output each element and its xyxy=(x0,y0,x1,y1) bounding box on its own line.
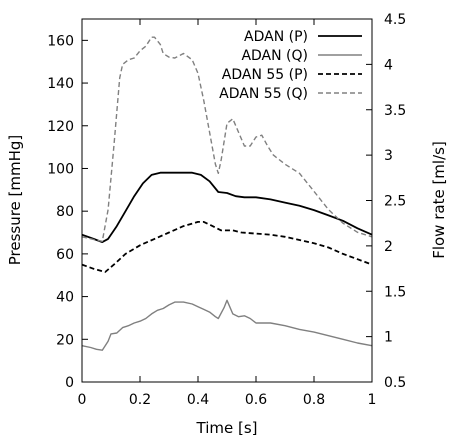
x-axis-title: Time [s] xyxy=(196,419,258,437)
y2-tick-label: 1.5 xyxy=(384,284,406,300)
series-line-1 xyxy=(81,171,373,244)
x-tick-label: 1 xyxy=(368,392,377,408)
axis-ticks: 0 0.2 0.4 0.6 0.8 1 0 20 40 60 80 100 120 140 160 0.5 1 1… xyxy=(47,12,406,408)
y2-tick-label: 0.5 xyxy=(384,375,406,391)
plot-area xyxy=(81,36,373,351)
y-tick-label: 40 xyxy=(56,290,74,306)
y2-tick-label: 3.5 xyxy=(384,103,406,119)
x-tick-label: 0.4 xyxy=(187,392,209,408)
y-tick-label: 0 xyxy=(65,375,74,391)
series-line-2 xyxy=(81,299,373,351)
legend-label: ADAN 55 (Q) xyxy=(219,86,308,102)
legend-label: ADAN 55 (P) xyxy=(222,67,308,83)
x-tick-label: 0 xyxy=(78,392,87,408)
legend-label: ADAN (Q) xyxy=(241,48,308,64)
y-tick-label: 120 xyxy=(47,119,74,135)
legend: ADAN (P) ADAN (Q) ADAN 55 (P) ADAN 55 (Q) xyxy=(219,29,362,102)
series-line-4 xyxy=(81,36,373,243)
y2-tick-label: 2.5 xyxy=(384,194,406,210)
y2-tick-label: 4.5 xyxy=(384,12,406,28)
x-tick-label: 0.8 xyxy=(303,392,325,408)
y-tick-label: 140 xyxy=(47,76,74,92)
y2-tick-label: 1 xyxy=(384,330,393,346)
y-tick-label: 100 xyxy=(47,161,74,177)
y-tick-label: 160 xyxy=(47,33,74,49)
y2-tick-label: 4 xyxy=(384,57,393,73)
y2-tick-label: 2 xyxy=(384,239,393,255)
y-tick-label: 60 xyxy=(56,247,74,263)
series-line-3 xyxy=(81,220,373,273)
x-tick-label: 0.2 xyxy=(129,392,151,408)
y-tick-label: 80 xyxy=(56,204,74,220)
y2-tick-label: 3 xyxy=(384,148,393,164)
x-tick-label: 0.6 xyxy=(245,392,267,408)
y-axis-title: Pressure [mmHg] xyxy=(6,135,24,266)
y-tick-label: 20 xyxy=(56,332,74,348)
y2-axis-title: Flow rate [ml/s] xyxy=(430,141,448,259)
legend-label: ADAN (P) xyxy=(244,29,308,45)
